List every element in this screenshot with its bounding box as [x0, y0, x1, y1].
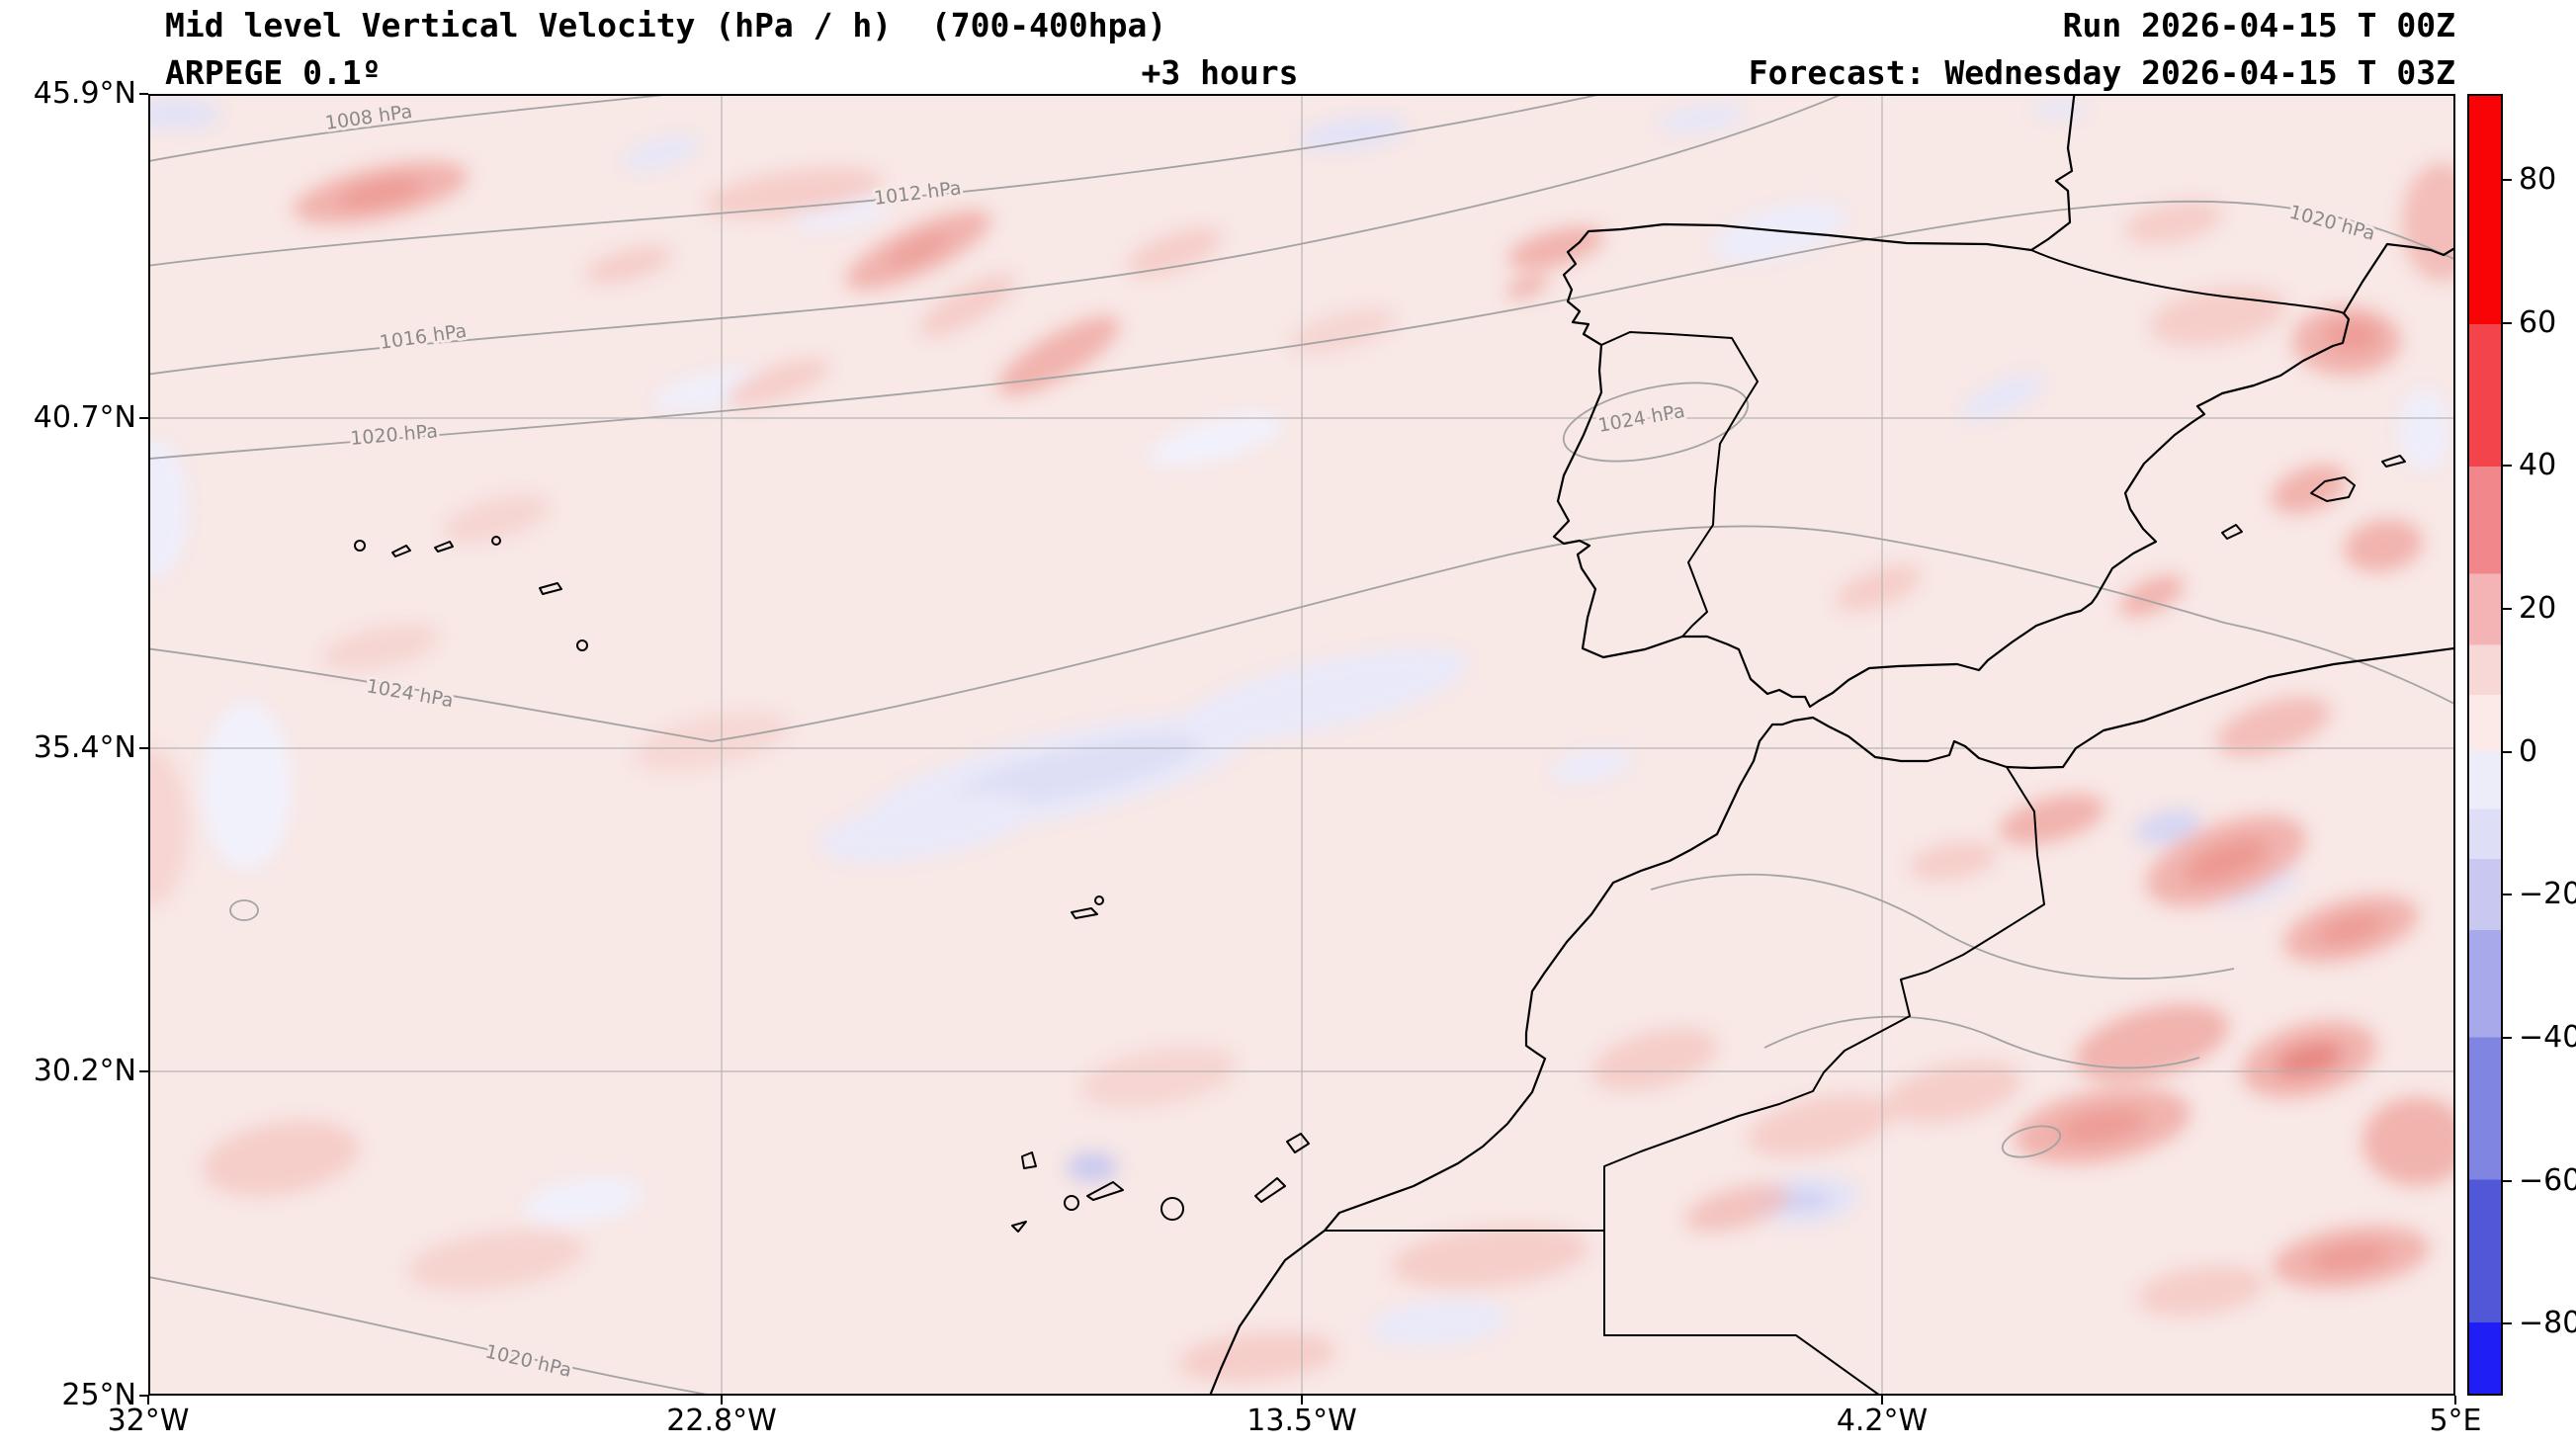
- colorbar-tick-label: −80: [2519, 1306, 2576, 1340]
- colorbar-tick-mark: [2503, 751, 2512, 753]
- colorbar-tick-mark: [2503, 179, 2512, 181]
- plot-border: [148, 94, 2455, 1396]
- x-tick-mark: [1301, 1396, 1303, 1405]
- forecast-label: Forecast: Wednesday 2026-04-15 T 03Z: [1748, 53, 2455, 92]
- map-svg: 1008 hPa 1012 hPa 1016 hPa 1020 hPa 1024…: [148, 94, 2455, 1396]
- portugal-spain-border: [1600, 331, 1759, 638]
- x-tick-label: 32°W: [107, 1404, 190, 1438]
- colorbar-tick-label: −20: [2519, 877, 2576, 911]
- x-tick-label: 4.2°W: [1836, 1404, 1929, 1438]
- colorbar-tick-mark: [2503, 1037, 2512, 1039]
- y-tick-label: 25°N: [61, 1378, 136, 1412]
- colorbar-tick-label: 20: [2519, 591, 2557, 626]
- colorbar-tick-label: 60: [2519, 305, 2557, 340]
- coastline-layer: [1208, 94, 2455, 1396]
- y-tick-mark: [139, 1395, 148, 1397]
- y-tick-label: 35.4°N: [33, 730, 136, 765]
- vertical-velocity-field: [148, 98, 2455, 1382]
- colorbar-tick-label: 40: [2519, 448, 2557, 482]
- lead-time-label: +3 hours: [1141, 53, 1299, 92]
- colorbar-tick-label: −40: [2519, 1020, 2576, 1055]
- map-plot: 1008 hPa 1012 hPa 1016 hPa 1020 hPa 1024…: [148, 94, 2455, 1396]
- x-tick-mark: [1881, 1396, 1883, 1405]
- y-tick-mark: [139, 417, 148, 419]
- colorbar-tick-mark: [2503, 1322, 2512, 1324]
- morocco-algeria-border: [1603, 766, 2045, 1231]
- colorbar-tick-mark: [2503, 322, 2512, 324]
- colorbar-tick-label: −60: [2519, 1163, 2576, 1198]
- isobar-contours: [148, 94, 2455, 1396]
- graticule-grid: [148, 94, 2455, 1396]
- x-tick-mark: [2454, 1396, 2456, 1405]
- colorbar-tick-mark: [2503, 465, 2512, 467]
- island-layer: [354, 455, 2406, 1233]
- border-layer: [1325, 249, 2345, 1396]
- run-label: Run 2026-04-15 T 00Z: [2062, 6, 2455, 44]
- colorbar-tick-label: 80: [2519, 162, 2557, 197]
- model-label: ARPEGE 0.1º: [165, 53, 382, 92]
- colorbar-tick-mark: [2503, 608, 2512, 610]
- spain-france-border: [2030, 249, 2345, 314]
- y-tick-mark: [139, 1070, 148, 1072]
- colorbar-tick-mark: [2503, 1180, 2512, 1182]
- y-tick-label: 45.9°N: [33, 76, 136, 111]
- colorbar: [2467, 94, 2503, 1396]
- y-tick-label: 30.2°N: [33, 1054, 136, 1088]
- x-tick-label: 22.8°W: [666, 1404, 777, 1438]
- x-tick-label: 5°E: [2429, 1404, 2482, 1438]
- africa-coastline: [1208, 646, 2455, 1396]
- western-sahara-borders: [1325, 1230, 1882, 1396]
- colorbar-gradient: [2469, 96, 2501, 1394]
- iberia-coastline: [1552, 94, 2455, 709]
- y-tick-label: 40.7°N: [33, 400, 136, 435]
- x-tick-mark: [721, 1396, 723, 1405]
- x-tick-mark: [147, 1396, 149, 1405]
- y-tick-mark: [139, 747, 148, 749]
- chart-title: Mid level Vertical Velocity (hPa / h) (7…: [165, 6, 1167, 44]
- colorbar-tick-mark: [2503, 894, 2512, 895]
- x-tick-label: 13.5°W: [1246, 1404, 1357, 1438]
- colorbar-tick-label: 0: [2519, 734, 2538, 769]
- y-tick-mark: [139, 93, 148, 95]
